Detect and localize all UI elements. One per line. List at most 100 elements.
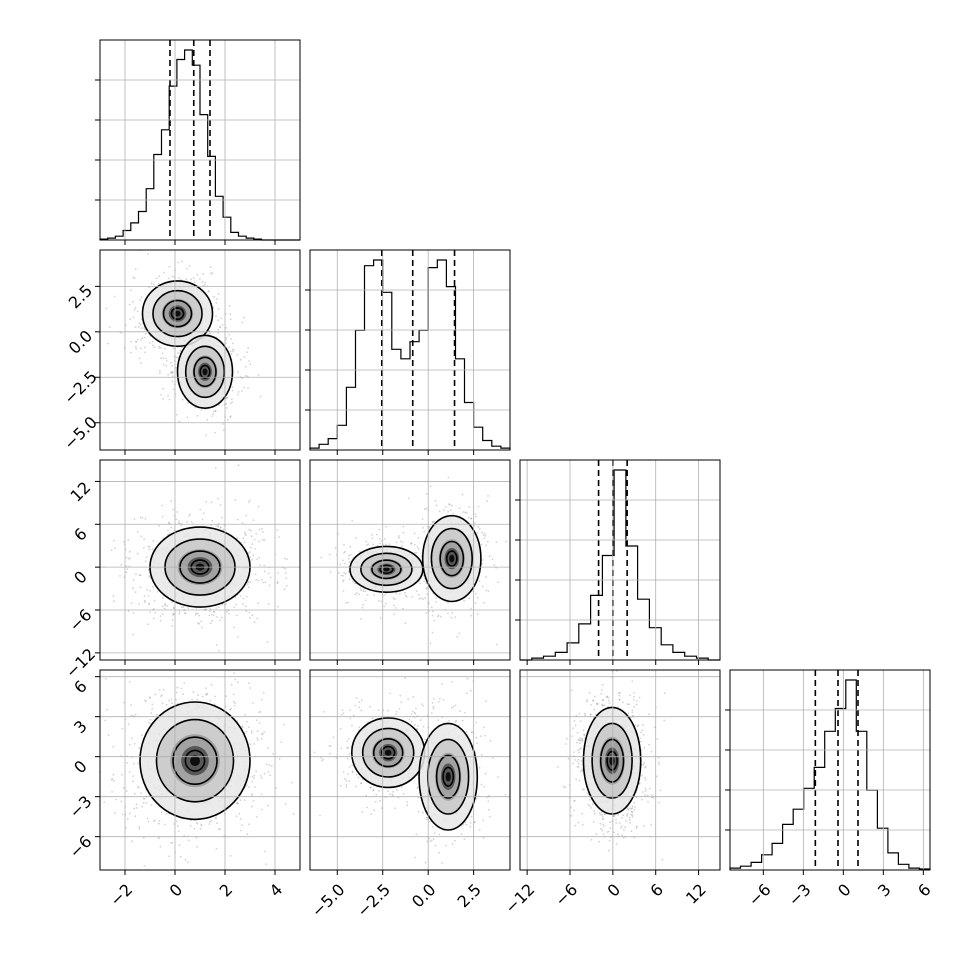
scatter-point — [127, 558, 130, 560]
scatter-point — [485, 700, 487, 703]
scatter-point — [249, 551, 252, 553]
scatter-point — [469, 825, 471, 828]
scatter-point — [248, 682, 250, 684]
scatter-point — [434, 844, 437, 847]
scatter-point — [243, 356, 246, 358]
scatter-point — [177, 261, 180, 264]
scatter-point — [415, 707, 417, 710]
scatter-point — [248, 611, 251, 614]
scatter-point — [107, 734, 110, 736]
scatter-point — [230, 683, 233, 686]
contour-1-0-1-3 — [199, 364, 211, 379]
scatter-point — [243, 386, 246, 389]
scatter-point — [198, 623, 201, 625]
scatter-point — [454, 704, 457, 707]
scatter-point — [159, 615, 162, 618]
scatter-point — [269, 576, 272, 579]
scatter-point — [202, 512, 205, 514]
scatter-point — [391, 793, 394, 796]
scatter-point — [144, 332, 147, 335]
scatter-point — [208, 614, 211, 617]
scatter-point — [470, 517, 472, 520]
scatter-point — [424, 738, 427, 741]
scatter-point — [487, 800, 490, 803]
scatter-point — [389, 692, 392, 695]
scatter-point — [246, 833, 249, 836]
scatter-point — [351, 580, 354, 583]
scatter-point — [570, 689, 573, 692]
scatter-point — [347, 601, 349, 604]
scatter-point — [354, 785, 357, 788]
scatter-point — [376, 544, 379, 547]
scatter-point — [217, 497, 219, 500]
scatter-point — [583, 712, 586, 715]
scatter-point — [450, 706, 453, 709]
scatter-point — [357, 776, 360, 779]
scatter-point — [250, 729, 253, 732]
scatter-point — [129, 812, 131, 815]
scatter-point — [232, 693, 235, 696]
scatter-point — [378, 537, 381, 540]
scatter-point — [176, 511, 179, 513]
scatter-point — [465, 730, 468, 733]
scatter-point — [135, 803, 138, 806]
scatter-point — [247, 387, 249, 389]
scatter-point — [470, 689, 472, 692]
scatter-point — [556, 766, 559, 768]
scatter-point — [125, 565, 128, 567]
scatter-point — [449, 509, 452, 511]
scatter-point — [211, 619, 214, 622]
scatter-point — [185, 278, 188, 281]
scatter-point — [161, 613, 164, 615]
scatter-panel-3-2 — [556, 670, 666, 861]
scatter-point — [348, 578, 351, 581]
scatter-point — [475, 797, 478, 800]
scatter-point — [414, 712, 417, 715]
scatter-point — [236, 681, 239, 684]
scatter-point — [351, 770, 354, 773]
scatter-point — [225, 396, 228, 399]
scatter-point — [657, 756, 660, 759]
scatter-point — [149, 697, 151, 699]
scatter-point — [133, 792, 136, 795]
scatter-point — [643, 825, 645, 827]
scatter-point — [186, 861, 189, 863]
scatter-point — [601, 689, 603, 691]
scatter-point — [134, 268, 137, 271]
scatter-point — [440, 615, 442, 618]
scatter-point — [385, 525, 388, 528]
scatter-point — [482, 819, 485, 822]
scatter-point — [380, 600, 382, 603]
scatter-point — [144, 699, 146, 702]
scatter-point — [134, 326, 137, 328]
scatter-point — [193, 277, 195, 279]
scatter-point — [487, 794, 490, 797]
scatter-point — [351, 764, 353, 767]
scatter-point — [215, 607, 218, 609]
scatter-point — [241, 726, 244, 729]
scatter-point — [128, 681, 131, 683]
scatter-point — [360, 709, 363, 712]
scatter-point — [456, 635, 459, 638]
scatter-point — [196, 822, 199, 825]
scatter-point — [197, 622, 200, 624]
scatter-point — [434, 499, 437, 502]
scatter-point — [313, 751, 316, 754]
scatter-point — [156, 590, 159, 593]
scatter-point — [153, 346, 156, 349]
scatter-point — [138, 825, 141, 828]
scatter-point — [347, 773, 349, 775]
scatter-point — [110, 549, 113, 551]
scatter-point — [476, 613, 479, 615]
scatter-point — [491, 757, 494, 759]
scatter-point — [430, 712, 433, 714]
scatter-point — [362, 603, 364, 606]
scatter-point — [140, 347, 142, 350]
scatter-point — [103, 801, 106, 804]
scatter-point — [276, 529, 279, 531]
scatter-point — [111, 791, 113, 793]
scatter-point — [178, 520, 181, 523]
scatter-point — [344, 572, 347, 575]
scatter-point — [149, 718, 152, 721]
scatter-point — [359, 587, 362, 589]
